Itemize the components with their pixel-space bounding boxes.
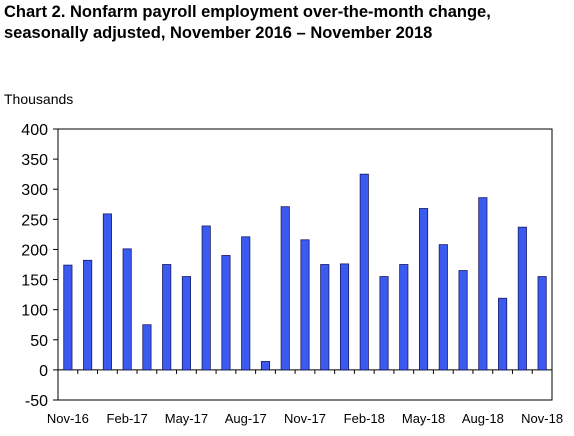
y-tick-label: 300: [21, 182, 48, 199]
y-axis-unit-label: Thousands: [4, 91, 73, 107]
bar-dec-17: [320, 264, 330, 371]
bar-jan-17: [102, 213, 112, 371]
bar-nov-16: [63, 264, 73, 371]
y-tick-label: 350: [21, 152, 48, 169]
y-tick-label: 50: [30, 333, 48, 350]
bar-apr-17: [162, 264, 172, 371]
x-tick-label: Nov-17: [284, 411, 326, 426]
x-tick-label: May-18: [402, 411, 445, 426]
bar-jul-18: [458, 270, 468, 371]
y-tick-label: 100: [21, 303, 48, 320]
bar-oct-17: [280, 206, 290, 371]
x-tick-label: Feb-18: [344, 411, 385, 426]
bar-aug-17: [241, 236, 251, 371]
bar-may-18: [419, 208, 429, 371]
y-tick-label: 250: [21, 212, 48, 229]
x-tick-label: Nov-16: [47, 411, 89, 426]
y-tick-label: 0: [39, 363, 48, 380]
bar-jul-17: [221, 255, 231, 371]
bar-series: [63, 173, 547, 371]
bar-mar-17: [142, 324, 152, 371]
bar-oct-18: [517, 226, 527, 371]
bar-sep-18: [498, 297, 508, 371]
chart-title-line-1: Chart 2. Nonfarm payroll employment over…: [4, 3, 491, 21]
y-axis: 400 350 300 250 200 150 100 50 0 -50: [21, 122, 58, 410]
bar-sep-17: [260, 361, 271, 371]
bar-feb-17: [122, 248, 132, 371]
y-tick-label: 400: [21, 122, 48, 139]
bar-may-17: [181, 276, 191, 371]
bar-jun-18: [438, 244, 448, 371]
y-tick-label: 200: [21, 242, 48, 259]
plot-area-frame: [57, 128, 553, 401]
x-tick-label: Nov-18: [521, 411, 563, 426]
bar-aug-18: [478, 197, 488, 371]
bar-nov-18: [537, 276, 547, 371]
chart-title: Chart 2. Nonfarm payroll employment over…: [4, 2, 570, 44]
bar-nov-17: [300, 239, 310, 371]
x-tick-label: Aug-18: [462, 411, 504, 426]
x-axis: Nov-16 Feb-17 May-17 Aug-17 Nov-17 Feb-18 May-…: [47, 369, 563, 426]
y-tick-label: 150: [21, 273, 48, 290]
chart-title-line-2: seasonally adjusted, November 2016 – Nov…: [4, 24, 433, 42]
bar-jun-17: [201, 225, 211, 371]
bar-dec-16: [83, 259, 93, 371]
x-tick-label: Aug-17: [225, 411, 267, 426]
x-tick-label: May-17: [165, 411, 208, 426]
bar-apr-18: [399, 264, 409, 371]
x-tick-label: Feb-17: [107, 411, 148, 426]
bar-mar-18: [379, 276, 389, 371]
bar-feb-18: [359, 173, 369, 371]
y-tick-label: -50: [25, 393, 48, 410]
bar-jan-18: [339, 263, 350, 371]
